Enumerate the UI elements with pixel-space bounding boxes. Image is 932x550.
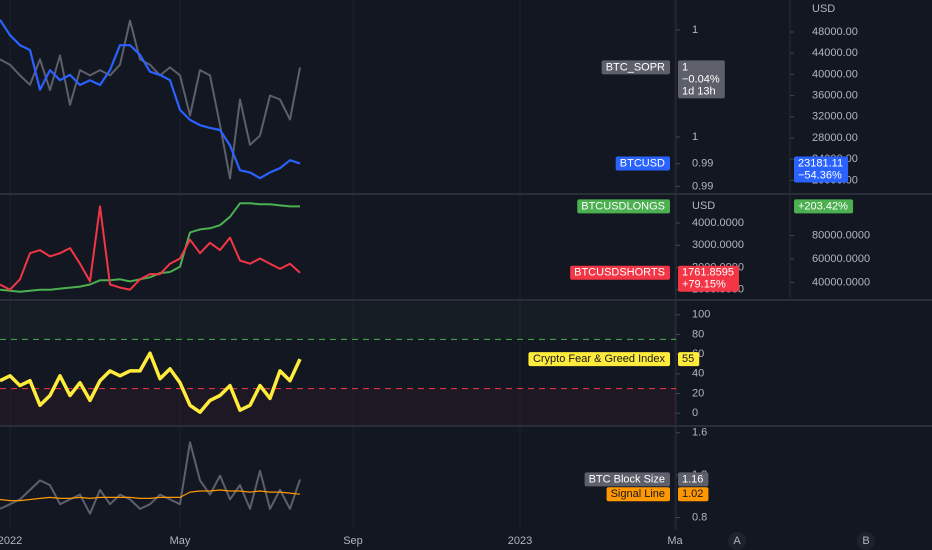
series-name-tag: Signal Line (611, 488, 665, 500)
y-tick-label: 1.6 (692, 427, 707, 439)
y-tick-label: 3000.0000 (692, 239, 744, 251)
series-name-tag: BTC Block Size (589, 473, 665, 485)
series-name-tag-bg (577, 199, 670, 214)
y-tick-label: 0.99 (692, 158, 713, 170)
value-tag: 1 (682, 61, 688, 73)
value-tag: 1761.8595 (682, 267, 734, 279)
zone-band (0, 388, 676, 425)
series-name-tag-bg (606, 487, 670, 502)
y2-tick-label: 40000.00 (812, 68, 858, 80)
value-tag-bg (678, 60, 725, 99)
value-tag: 1.16 (682, 473, 703, 485)
y2-unit: USD (812, 3, 835, 15)
series-name-tag-bg (570, 265, 670, 280)
y2-tick-label: 60000.0000 (812, 253, 870, 265)
series-name-tag: Crypto Fear & Greed Index (533, 353, 666, 365)
y-tick-label: 20 (692, 387, 704, 399)
x-tick-label: Sep (343, 535, 363, 547)
series-name-tag: BTCUSD (620, 157, 665, 169)
y-tick-label: 100 (692, 309, 710, 321)
value-tag-bg (794, 199, 854, 214)
x-tick-label: 2023 (508, 535, 532, 547)
y-tick-label: 0 (692, 407, 698, 419)
x-tick-label: Ma (667, 535, 683, 547)
value-tag-bg (794, 156, 849, 183)
button-label[interactable]: B (862, 535, 869, 547)
button-bg[interactable] (857, 532, 875, 550)
value-tag: −54.36% (798, 169, 842, 181)
series-line (0, 19, 301, 180)
y2-tick-label: 80000.0000 (812, 229, 870, 241)
y2-tick-label: 48000.00 (812, 26, 858, 38)
y-tick-label: 4000.0000 (692, 217, 744, 229)
series-line (0, 351, 302, 414)
value-tag-bg (678, 472, 709, 487)
value-tag-bg (678, 487, 709, 502)
value-tag: +203.42% (798, 200, 848, 212)
y2-tick-label: 40000.0000 (812, 276, 870, 288)
y2-tick-label: 32000.00 (812, 111, 858, 123)
series-line (0, 441, 301, 515)
value-tag: −0.04% (682, 73, 720, 85)
series-name-tag-bg (615, 156, 670, 171)
button-bg[interactable] (728, 532, 746, 550)
series-line (0, 205, 301, 291)
series-name-tag-bg (584, 472, 670, 487)
value-tag: +79.15% (682, 279, 726, 291)
series-name-tag-bg (601, 60, 670, 75)
value-tag: 1d 13h (682, 85, 716, 97)
scale-button[interactable]: A (728, 532, 746, 550)
y-tick-label: 0.8 (692, 511, 707, 523)
series-name-tag: BTC_SOPR (606, 61, 665, 73)
zone-band (0, 302, 676, 340)
series-line (0, 489, 301, 502)
value-tag-bg (678, 265, 739, 292)
y2-tick-label: 36000.00 (812, 89, 858, 101)
series-name-tag-bg (528, 352, 670, 367)
y2-tick-label: 44000.00 (812, 47, 858, 59)
y2-tick-label: 28000.00 (812, 132, 858, 144)
y-unit: USD (692, 200, 715, 212)
series-name-tag: BTCUSDSHORTS (574, 267, 665, 279)
y-tick-label: 40 (692, 368, 704, 380)
scale-button[interactable]: B (857, 532, 875, 550)
series-line (0, 202, 300, 293)
y-tick-label: 80 (692, 328, 704, 340)
y-tick-label: 1 (692, 24, 698, 36)
series-line (0, 19, 301, 180)
value-tag: 1.02 (682, 488, 703, 500)
x-tick-label: 2022 (0, 535, 22, 547)
x-tick-label: May (170, 535, 191, 547)
series-name-tag: BTCUSDLONGS (581, 200, 665, 212)
value-tag: 55 (682, 353, 694, 365)
value-tag-bg (678, 352, 700, 367)
value-tag: 23181.11 (798, 157, 843, 169)
button-label[interactable]: A (733, 535, 741, 547)
y-tick-label: 1 (692, 131, 698, 143)
y-tick-label: 0.99 (692, 180, 713, 192)
